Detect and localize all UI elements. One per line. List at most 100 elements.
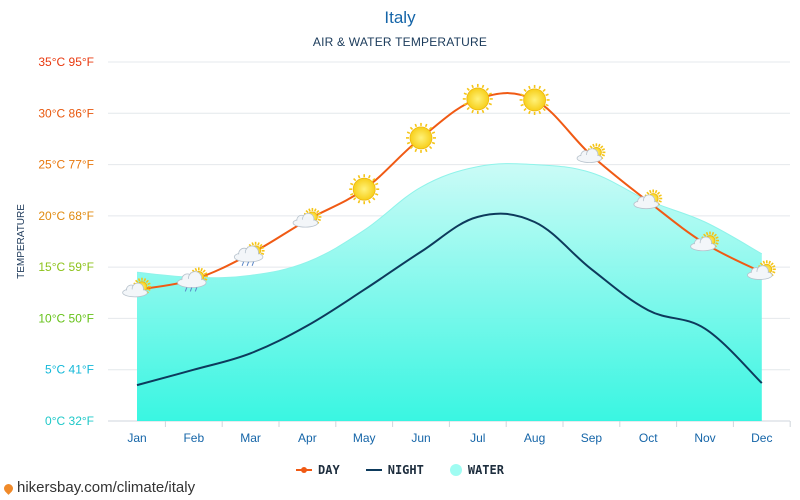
night-line [136,212,763,387]
x-tick-label: Apr [298,431,317,445]
rain-drop [246,261,250,266]
sun-ray [715,242,719,245]
sun-ray [658,194,662,197]
y-tick-label: 10°C 50°F [38,311,94,325]
sun-ray [466,87,470,92]
sun-ray [481,109,485,114]
sun-icon [462,83,493,114]
sun-ray [350,193,354,196]
sun-cloud-icon [576,143,606,163]
sun-ray [768,260,771,265]
sun-ray [308,208,311,212]
sun-disc [352,177,376,201]
sun-cloud-icon [292,207,322,228]
sun-ray [368,175,371,179]
sun-ray [409,145,414,150]
sun-ray [350,182,354,186]
sun-ray [200,267,203,272]
sun-ray [147,282,151,286]
sun-ray [770,262,774,266]
sun-ray [762,260,766,265]
sun-ray [485,87,489,92]
sun-ray [317,218,322,222]
y-tick-label: 0°C 32°F [45,414,94,428]
sun-ray [471,109,474,114]
sun-ray [528,110,531,115]
water-series [136,163,763,421]
sun-ray [772,265,776,268]
sun-ray [317,212,322,216]
y-tick-label: 30°C 86°F [38,106,94,120]
rain-drop [241,261,245,266]
legend-night-label: NIGHT [387,463,424,477]
chart-subtitle: AIR & WATER TEMPERATURE [312,35,488,49]
sun-ray [368,199,371,204]
sun-ray [406,141,411,145]
sun-ray [260,252,265,255]
sun-ray [202,269,206,273]
sun-ray [353,197,357,201]
cloud-fill [578,154,601,162]
sun-ray [357,175,361,179]
sun-ray [372,197,376,201]
sun-ray [374,193,379,196]
sun-cloud-icon [690,231,719,252]
y-tick-label: 25°C 77°F [38,158,94,172]
x-tick-label: Jul [470,431,485,445]
sun-ray [431,131,436,135]
sun-ray [520,93,524,97]
sun-ray [542,88,546,93]
sun-ray [204,278,208,281]
sun-ray [251,242,255,246]
sun-ray [705,231,709,236]
sun-disc [466,87,490,111]
source-link[interactable]: hikersbay.com/climate/italy [2,479,195,496]
sun-ray [260,246,265,250]
sun-ray [523,88,527,93]
x-tick-label: Dec [751,431,772,445]
sun-ray [414,148,418,153]
legend-water-label: WATER [467,463,504,477]
sun-ray [485,106,489,111]
sun-ray [523,107,527,112]
sun-ray [703,233,707,237]
sun-ray [658,200,662,203]
sun-ray [471,84,474,89]
sun-ray [137,278,141,282]
legend-day[interactable]: DAY [296,463,340,477]
sun-ray [145,279,149,284]
cloud-fill [294,219,317,227]
sun-ray [481,84,485,89]
sun-ray [357,199,361,204]
y-tick-label: 20°C 68°F [38,209,94,223]
sun-ray [759,262,764,266]
legend-night[interactable]: NIGHT [365,463,424,477]
sun-ray [374,182,379,186]
sun-ray [654,189,658,194]
sun-ray [428,145,433,150]
sun-ray [424,148,428,153]
sun-ray [520,103,524,107]
sun-ray [601,148,606,151]
legend: DAY NIGHT WATER [0,463,800,477]
water-dot-icon [449,464,462,476]
sun-ray [372,178,376,182]
sun-ray [649,189,652,194]
day-line-icon [296,467,313,473]
sun-ray [194,267,198,272]
cloud-fill [123,289,147,297]
sun-disc [523,88,546,112]
y-tick-label: 35°C 95°F [38,55,94,69]
sun-ray [528,85,531,90]
x-tick-label: Mar [240,431,261,445]
sun-ray [431,141,436,145]
cloud-fill [235,253,262,261]
sun-ray [538,85,542,90]
sun-ray [488,92,492,96]
legend-day-label: DAY [318,463,340,477]
x-tick-label: Jun [411,431,430,445]
sun-ray [597,143,601,148]
legend-water[interactable]: WATER [449,463,504,477]
map-pin-icon [2,482,15,495]
y-tick-label: 15°C 59°F [38,260,94,274]
